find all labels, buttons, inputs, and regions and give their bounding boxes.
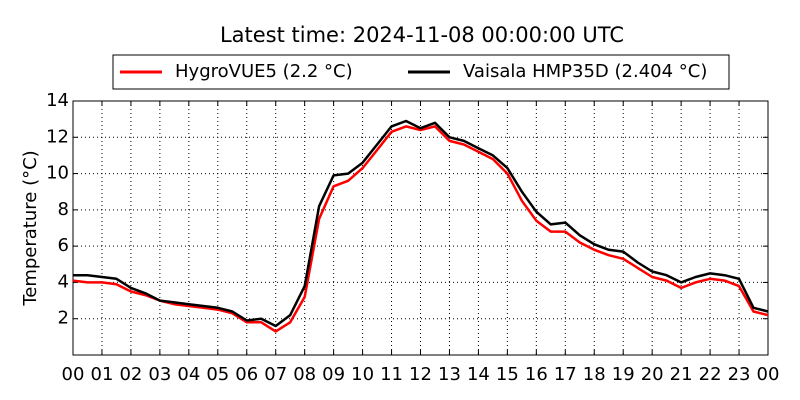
y-tick-label: 12 <box>46 126 69 147</box>
x-tick-label: 20 <box>641 364 664 385</box>
x-tick-label: 19 <box>612 364 635 385</box>
x-tick-label: 02 <box>119 364 142 385</box>
x-tick-label: 23 <box>728 364 751 385</box>
x-tick-label: 13 <box>438 364 461 385</box>
series-line <box>72 125 769 333</box>
x-tick-label: 00 <box>757 364 780 385</box>
y-tick-label: 2 <box>58 308 69 329</box>
x-tick-label: 18 <box>583 364 606 385</box>
x-tick-label: 21 <box>670 364 693 385</box>
x-tick-label: 07 <box>264 364 287 385</box>
y-tick-label: 10 <box>46 163 69 184</box>
x-tick-label: 03 <box>148 364 171 385</box>
x-tick-label: 08 <box>293 364 316 385</box>
x-tick-label: 09 <box>322 364 345 385</box>
y-tick-label: 4 <box>58 271 69 292</box>
x-tick-label: 04 <box>177 364 200 385</box>
y-tick-label: 14 <box>46 90 69 111</box>
x-tick-label: 14 <box>467 364 490 385</box>
x-tick-label: 00 <box>62 364 85 385</box>
x-tick-label: 06 <box>235 364 258 385</box>
x-tick-label: 16 <box>525 364 548 385</box>
x-tick-label: 05 <box>206 364 229 385</box>
x-tick-label: 11 <box>380 364 403 385</box>
x-tick-label: 12 <box>409 364 432 385</box>
y-tick-label: 6 <box>58 235 69 256</box>
chart-title: Latest time: 2024-11-08 00:00:00 UTC <box>220 23 624 47</box>
x-tick-label: 10 <box>351 364 374 385</box>
y-axis-label: Temperature (°C) <box>20 150 41 306</box>
plot-frame <box>72 100 769 356</box>
legend-label: HygroVUE5 (2.2 °C) <box>175 61 353 82</box>
x-tick-label: 01 <box>91 364 114 385</box>
y-tick-label: 8 <box>58 199 69 220</box>
legend-label: Vaisala HMP35D (2.404 °C) <box>463 61 707 82</box>
x-tick-label: 17 <box>554 364 577 385</box>
x-tick-label: 15 <box>496 364 519 385</box>
x-tick-label: 22 <box>699 364 722 385</box>
series-line <box>73 119 769 328</box>
